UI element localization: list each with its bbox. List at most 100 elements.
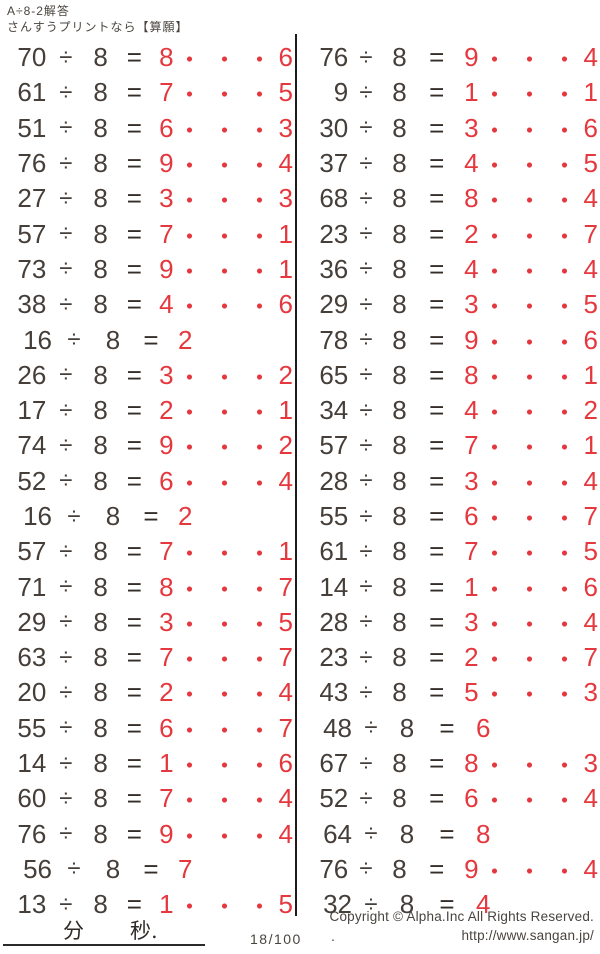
remainder-dots: ・・・ bbox=[482, 506, 588, 533]
problem-row: 23 ÷ 8 = 2 ・・・ 7 bbox=[298, 640, 598, 675]
answer-group: 1 ・・・ 6 bbox=[159, 746, 293, 781]
answer-group: 6 bbox=[476, 713, 490, 744]
dividend-value: 71 bbox=[17, 571, 47, 602]
equals-sign: = bbox=[429, 42, 445, 73]
divide-sign: ÷ bbox=[364, 890, 378, 918]
remainder-dots: ・・・ bbox=[482, 364, 588, 392]
divisor-value: 8 bbox=[93, 783, 108, 814]
quotient-value: 7 bbox=[159, 642, 174, 673]
divide-sign: ÷ bbox=[59, 784, 73, 812]
quotient-value: 3 bbox=[464, 606, 479, 637]
problem-row: 71 ÷ 8 = 8 ・・・ 7 bbox=[0, 569, 293, 604]
divisor-value: 8 bbox=[93, 359, 108, 390]
equals-sign: = bbox=[126, 183, 142, 214]
answer-group: 2 ・・・ 1 bbox=[159, 393, 293, 428]
answer-group: 1 ・・・ 6 bbox=[464, 570, 598, 605]
remainder-value: 4 bbox=[278, 677, 293, 708]
remainder-value: 3 bbox=[278, 183, 293, 214]
remainder-dots: ・・・ bbox=[177, 400, 283, 428]
dividend-value: 43 bbox=[319, 677, 349, 708]
equals-sign: = bbox=[429, 395, 445, 426]
quotient-value: 7 bbox=[178, 853, 193, 884]
problem-row: 60 ÷ 8 = 7 ・・・ 4 bbox=[0, 781, 293, 816]
divisor-value: 8 bbox=[93, 889, 108, 920]
publisher-url: http://www.sangan.jp/ bbox=[461, 928, 594, 943]
equals-sign: = bbox=[429, 218, 445, 249]
dividend-value: 37 bbox=[319, 148, 349, 179]
divisor-value: 8 bbox=[392, 606, 407, 637]
answer-group: 9 ・・・ 4 bbox=[464, 40, 598, 75]
remainder-value: 1 bbox=[583, 77, 598, 108]
problem-row: 57 ÷ 8 = 7 ・・・ 1 bbox=[0, 216, 293, 251]
remainder-dots: ・・・ bbox=[177, 82, 283, 110]
divide-sign: ÷ bbox=[359, 149, 373, 177]
equals-sign: = bbox=[439, 712, 455, 743]
dividend-value: 27 bbox=[17, 183, 47, 214]
divisor-value: 8 bbox=[93, 642, 108, 673]
divide-sign: ÷ bbox=[59, 820, 73, 848]
dividend-value: 78 bbox=[319, 324, 349, 355]
dividend-value: 26 bbox=[17, 359, 47, 390]
problem-row: 27 ÷ 8 = 3 ・・・ 3 bbox=[0, 181, 293, 216]
divisor-value: 8 bbox=[392, 183, 407, 214]
remainder-value: 4 bbox=[278, 148, 293, 179]
dividend-value: 67 bbox=[319, 748, 349, 779]
dividend-value: 17 bbox=[17, 395, 47, 426]
remainder-dots: ・・・ bbox=[177, 894, 283, 922]
quotient-value: 9 bbox=[464, 42, 479, 73]
problem-row: 76 ÷ 8 = 9 ・・・ 4 bbox=[298, 852, 598, 887]
dividend-value: 63 bbox=[17, 642, 47, 673]
answer-group: 2 bbox=[178, 325, 192, 356]
equals-sign: = bbox=[143, 853, 159, 884]
copyright-text: Copyright © Alpha.Inc All Rights Reserve… bbox=[329, 909, 594, 924]
equals-sign: = bbox=[429, 324, 445, 355]
divide-sign: ÷ bbox=[59, 573, 73, 601]
quotient-value: 7 bbox=[159, 218, 174, 249]
problem-row: 36 ÷ 8 = 4 ・・・ 4 bbox=[298, 252, 598, 287]
divisor-value: 8 bbox=[93, 430, 108, 461]
equals-sign: = bbox=[126, 395, 142, 426]
answer-group: 1 ・・・ 1 bbox=[464, 75, 598, 110]
divide-sign: ÷ bbox=[359, 290, 373, 318]
answer-group: 8 ・・・ 6 bbox=[159, 40, 293, 75]
equals-sign: = bbox=[126, 253, 142, 284]
divisor-value: 8 bbox=[93, 42, 108, 73]
stray-dot: . bbox=[331, 928, 335, 944]
column-divider-line bbox=[295, 34, 297, 916]
divide-sign: ÷ bbox=[59, 396, 73, 424]
divide-sign: ÷ bbox=[59, 678, 73, 706]
problem-row: 55 ÷ 8 = 6 ・・・ 7 bbox=[0, 711, 293, 746]
equals-sign: = bbox=[429, 253, 445, 284]
problem-row: 48 ÷ 8 = 6 bbox=[298, 711, 598, 746]
equals-sign: = bbox=[126, 42, 142, 73]
divide-sign: ÷ bbox=[359, 784, 373, 812]
answer-group: 9 ・・・ 1 bbox=[159, 252, 293, 287]
divide-sign: ÷ bbox=[359, 678, 373, 706]
quotient-value: 9 bbox=[159, 818, 174, 849]
dividend-value: 9 bbox=[333, 77, 349, 108]
answer-group: 3 ・・・ 2 bbox=[159, 358, 293, 393]
answer-group: 3 ・・・ 4 bbox=[464, 605, 598, 640]
quotient-value: 1 bbox=[159, 889, 174, 920]
divide-sign: ÷ bbox=[59, 643, 73, 671]
divide-sign: ÷ bbox=[59, 537, 73, 565]
remainder-dots: ・・・ bbox=[177, 717, 283, 745]
divisor-value: 8 bbox=[93, 148, 108, 179]
dividend-value: 23 bbox=[319, 642, 349, 673]
remainder-dots: ・・・ bbox=[177, 611, 283, 639]
answer-group: 2 ・・・ 4 bbox=[159, 675, 293, 710]
quotient-value: 6 bbox=[476, 712, 491, 743]
answer-group: 7 ・・・ 1 bbox=[159, 217, 293, 252]
remainder-dots: ・・・ bbox=[482, 258, 588, 286]
quotient-value: 4 bbox=[464, 395, 479, 426]
dividend-value: 23 bbox=[319, 218, 349, 249]
quotient-value: 2 bbox=[159, 395, 174, 426]
quotient-value: 6 bbox=[159, 465, 174, 496]
remainder-dots: ・・・ bbox=[482, 400, 588, 428]
divisor-value: 8 bbox=[392, 289, 407, 320]
divisor-value: 8 bbox=[93, 818, 108, 849]
equals-sign: = bbox=[429, 148, 445, 179]
problem-row: 76 ÷ 8 = 9 ・・・ 4 bbox=[298, 40, 598, 75]
answer-group: 9 ・・・ 4 bbox=[159, 146, 293, 181]
